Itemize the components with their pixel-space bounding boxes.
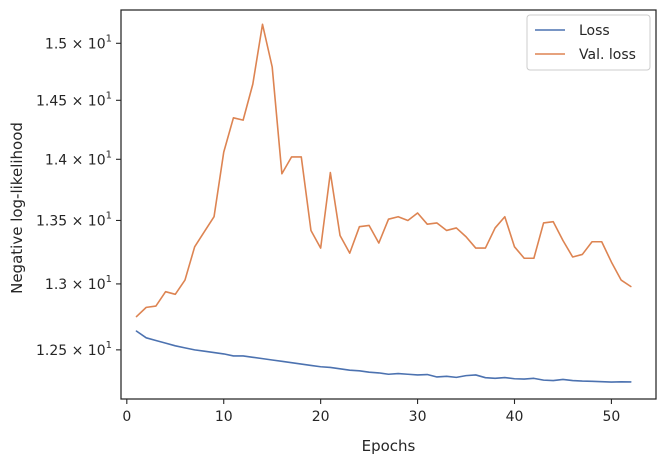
legend: Loss Val. loss [526, 14, 651, 71]
y-tick-label: 1.5 × 101 [45, 33, 112, 52]
series-line-val-loss [135, 23, 632, 318]
y-axis-label: Negative log-likelihood [8, 122, 26, 294]
x-tick-label: 0 [122, 409, 131, 425]
y-tick-label: 1.3 × 101 [45, 274, 112, 293]
x-axis-label: Epochs [362, 437, 416, 455]
legend-label-val-loss: Val. loss [579, 47, 636, 63]
x-tick-label: 50 [603, 409, 621, 425]
series-lines [135, 23, 632, 383]
y-tick-label: 1.45 × 101 [36, 90, 112, 109]
y-tick-label: 1.25 × 101 [36, 340, 112, 359]
legend-label-loss: Loss [579, 23, 610, 39]
x-tick-label: 40 [506, 409, 524, 425]
y-axis: 1.25 × 101 1.3 × 101 1.35 × 101 1.4 × 101 1.… [36, 33, 121, 359]
x-tick-label: 20 [312, 409, 330, 425]
y-tick-label: 1.35 × 101 [36, 210, 112, 229]
plot-frame [120, 9, 657, 400]
series-line-loss [135, 330, 632, 383]
y-tick-label: 1.4 × 101 [45, 149, 112, 168]
x-axis: 0 10 20 30 40 50 [122, 399, 620, 425]
legend-box [526, 14, 651, 71]
x-tick-label: 30 [409, 409, 427, 425]
x-tick-label: 10 [215, 409, 233, 425]
